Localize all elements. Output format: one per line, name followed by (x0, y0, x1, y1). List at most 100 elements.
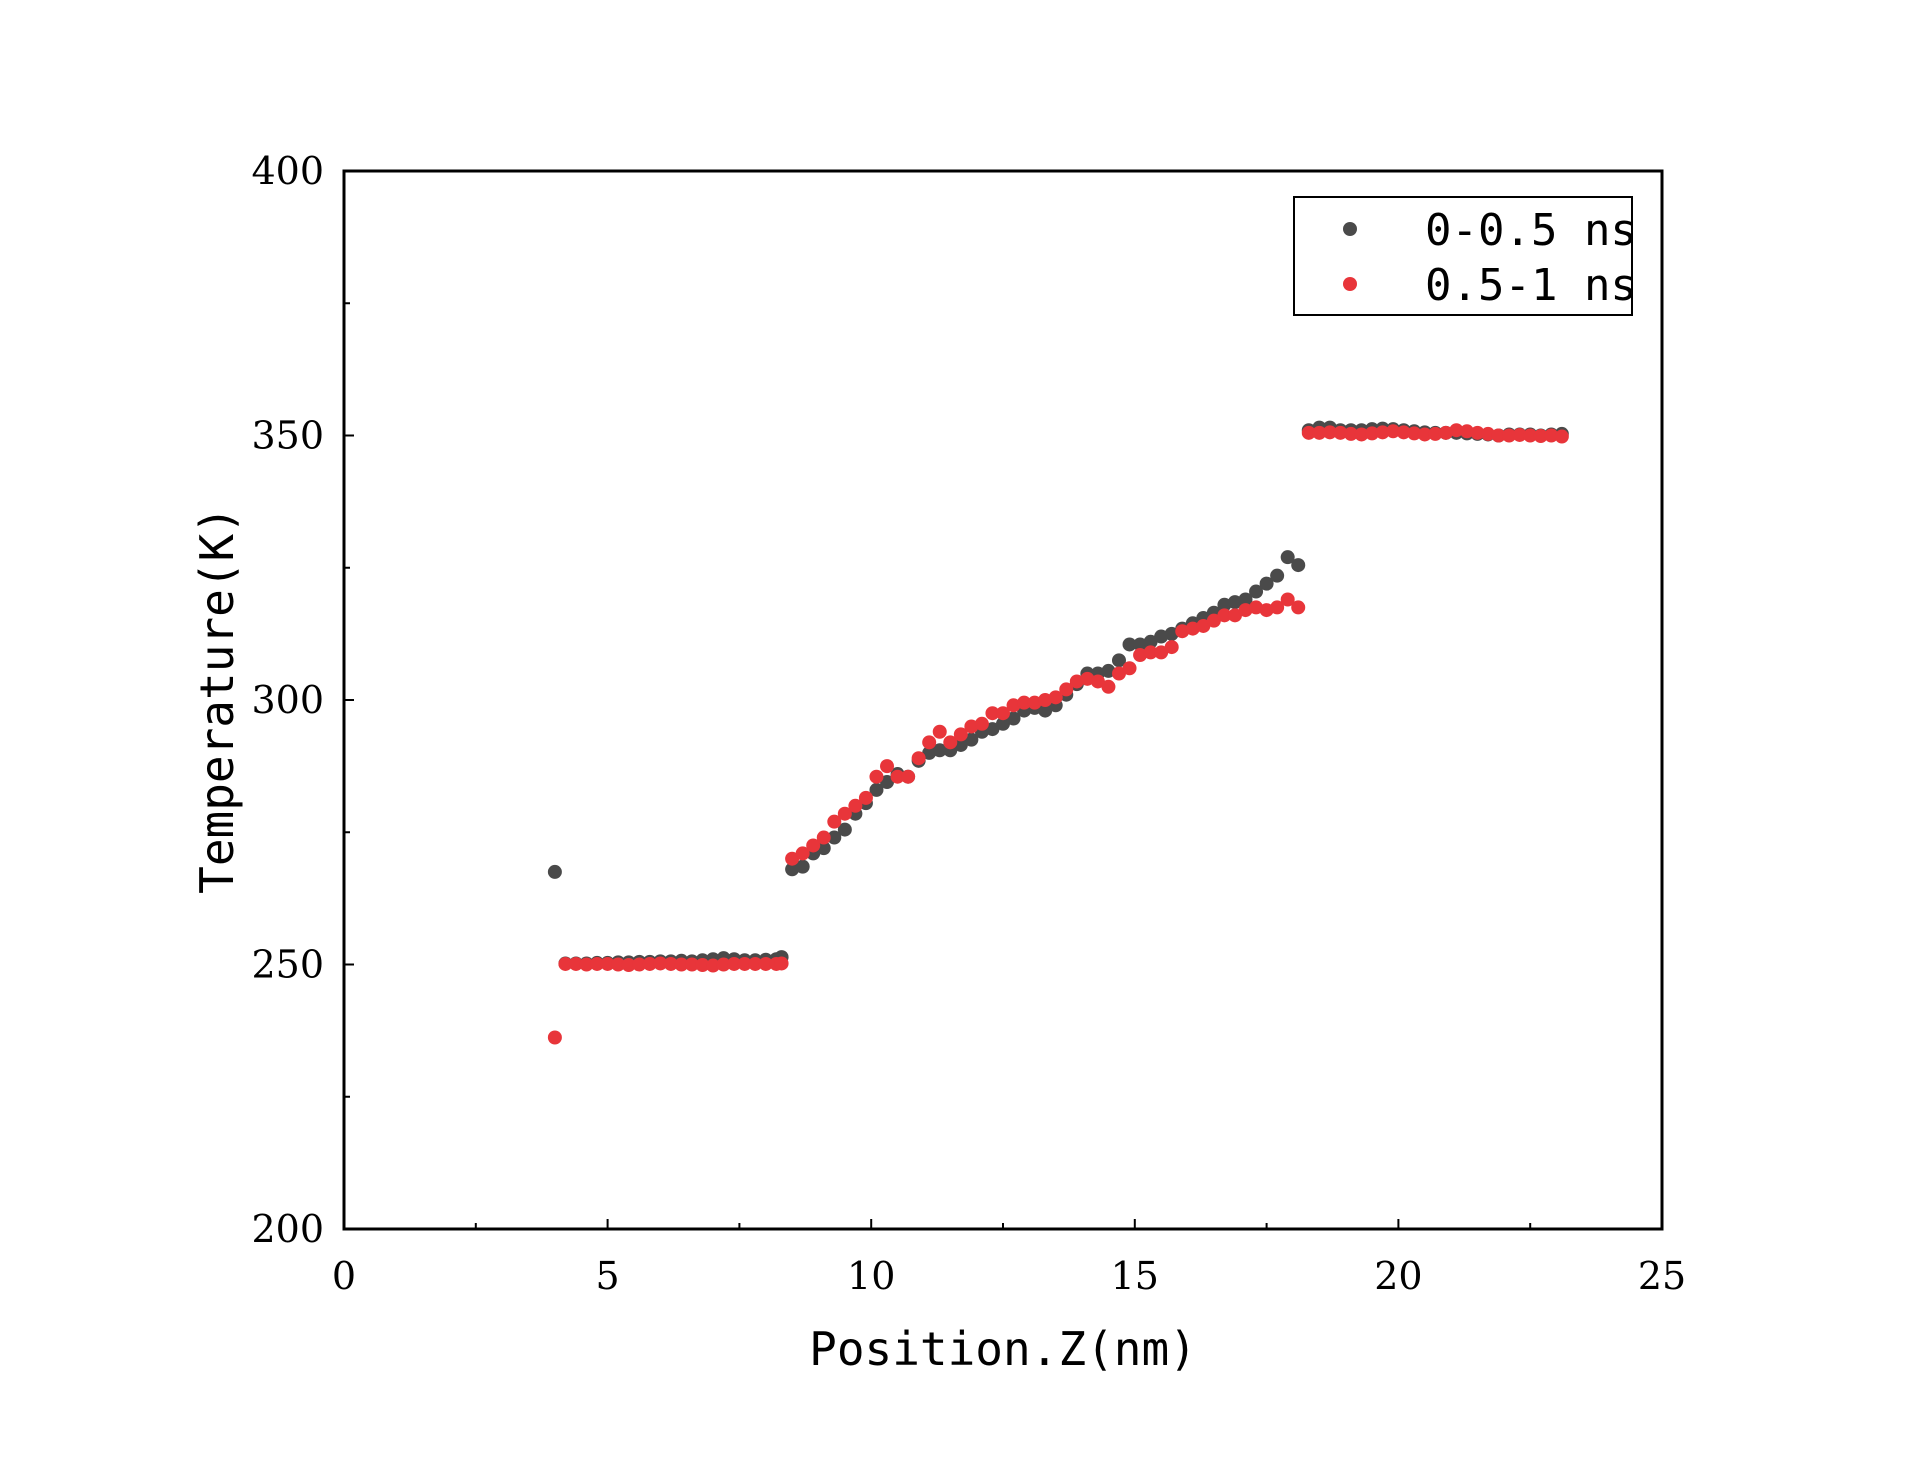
data-point (816, 841, 831, 856)
data-point (1343, 426, 1358, 441)
data-point (890, 769, 905, 784)
x-tick-label: 25 (1638, 1254, 1686, 1298)
data-point (785, 851, 800, 866)
y-tick-label: 200 (251, 1207, 324, 1251)
data-point (922, 745, 937, 760)
data-point (974, 716, 989, 731)
data-point (663, 956, 678, 971)
data-point (748, 956, 763, 971)
data-point (1554, 429, 1569, 444)
data-point (1502, 428, 1517, 443)
data-point (1080, 671, 1095, 686)
data-point (985, 706, 1000, 721)
data-point (932, 743, 947, 758)
data-point (880, 759, 895, 774)
data-point (653, 956, 668, 971)
data-point (1291, 558, 1306, 573)
data-point (1122, 637, 1137, 652)
data-point (632, 957, 647, 972)
data-point (943, 735, 958, 750)
data-point (1438, 425, 1453, 440)
y-tick-label: 250 (251, 943, 324, 987)
data-point (684, 957, 699, 972)
x-tick-label: 15 (1111, 1254, 1159, 1298)
data-point (1006, 711, 1021, 726)
data-point (1270, 568, 1285, 583)
data-point (1333, 425, 1348, 440)
data-point (795, 846, 810, 861)
legend-label-series-1: 0-0.5 ns (1425, 205, 1637, 256)
data-point (568, 956, 583, 971)
x-axis-title: Position.Z(nm) (809, 1322, 1197, 1376)
data-point (869, 769, 884, 784)
data-point (1523, 428, 1538, 443)
data-point (1017, 695, 1032, 710)
data-point (1196, 618, 1211, 633)
legend-box (1293, 196, 1633, 316)
data-point (611, 957, 626, 972)
legend-marker-series-2 (1343, 277, 1357, 291)
data-point (1322, 425, 1337, 440)
data-point (1544, 428, 1559, 443)
data-point (1027, 695, 1042, 710)
data-point (837, 822, 852, 837)
data-point (848, 798, 863, 813)
data-point (706, 958, 721, 973)
data-point (1259, 603, 1274, 618)
data-point (1111, 666, 1126, 681)
data-point (806, 838, 821, 853)
data-point (953, 727, 968, 742)
data-point (996, 706, 1010, 721)
data-point (1375, 425, 1390, 440)
data-point (642, 956, 657, 971)
data-point (932, 724, 947, 739)
data-point (1101, 679, 1116, 694)
y-axis-title: Temperature(K) (190, 506, 244, 894)
data-point (1206, 613, 1221, 628)
data-point (795, 859, 810, 874)
data-point (1428, 426, 1443, 441)
x-tick-label: 20 (1374, 1254, 1422, 1298)
data-point (1512, 427, 1527, 442)
data-point (901, 769, 916, 784)
data-point (1154, 629, 1169, 644)
data-point (716, 957, 731, 972)
data-point (1280, 592, 1295, 607)
data-point (1227, 595, 1242, 610)
data-point (1111, 653, 1126, 668)
y-tick-label: 350 (251, 414, 324, 458)
data-point (1407, 426, 1422, 441)
data-point (1280, 550, 1295, 565)
data-points-layer (547, 420, 1569, 1045)
data-point (1143, 645, 1158, 660)
data-point (727, 956, 742, 971)
data-point (1154, 645, 1169, 660)
data-point (1217, 597, 1232, 612)
data-point (774, 956, 789, 971)
data-point (1101, 663, 1116, 678)
data-point (1069, 674, 1084, 689)
y-tick-label: 400 (251, 149, 324, 193)
x-tick-label: 10 (847, 1254, 895, 1298)
data-point (1090, 674, 1105, 689)
data-point (1249, 600, 1264, 615)
data-point (1217, 608, 1232, 623)
data-point (1449, 423, 1464, 438)
data-point (1048, 690, 1063, 705)
data-point (758, 956, 773, 971)
data-point (785, 862, 800, 877)
data-point (1459, 424, 1474, 439)
data-point (1386, 424, 1401, 439)
data-point (590, 956, 605, 971)
data-point (547, 1030, 562, 1045)
data-point (1133, 637, 1148, 652)
data-point (1038, 693, 1053, 707)
data-point (1354, 427, 1369, 442)
data-point (1059, 682, 1074, 697)
axis-ticks-layer: 0 5 10 15 20 25 200 250 300 350 400 (251, 149, 1686, 1298)
data-point (827, 830, 842, 845)
data-point (1175, 624, 1190, 639)
series-2-points (547, 423, 1569, 1045)
data-point (816, 830, 831, 845)
